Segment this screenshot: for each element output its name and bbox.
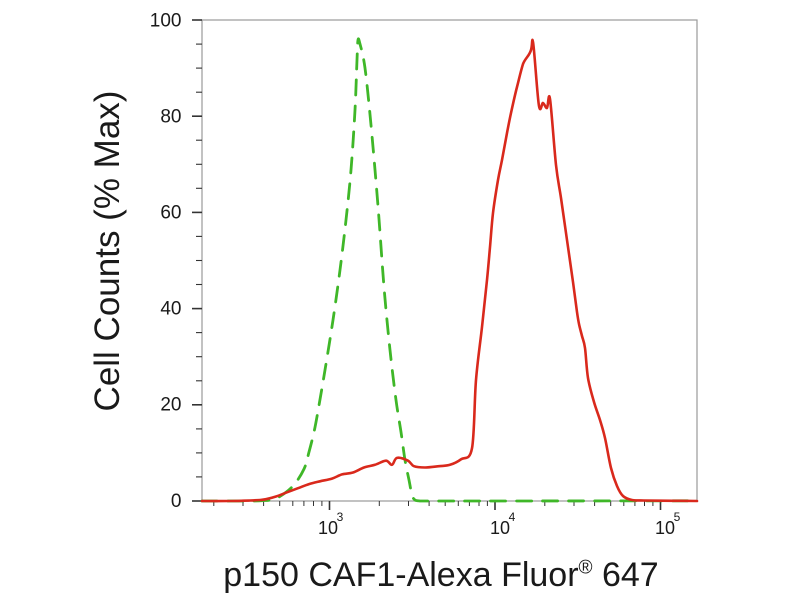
- svg-text:20: 20: [160, 395, 181, 416]
- svg-text:80: 80: [160, 107, 181, 128]
- svg-text:10: 10: [318, 518, 338, 538]
- svg-text:10: 10: [655, 518, 675, 538]
- svg-text:40: 40: [160, 299, 181, 320]
- svg-text:10: 10: [490, 518, 510, 538]
- svg-text:60: 60: [160, 203, 181, 224]
- svg-text:3: 3: [337, 510, 344, 524]
- svg-text:5: 5: [674, 510, 681, 524]
- svg-text:100: 100: [150, 11, 182, 32]
- svg-text:4: 4: [509, 510, 516, 524]
- svg-text:0: 0: [171, 491, 182, 512]
